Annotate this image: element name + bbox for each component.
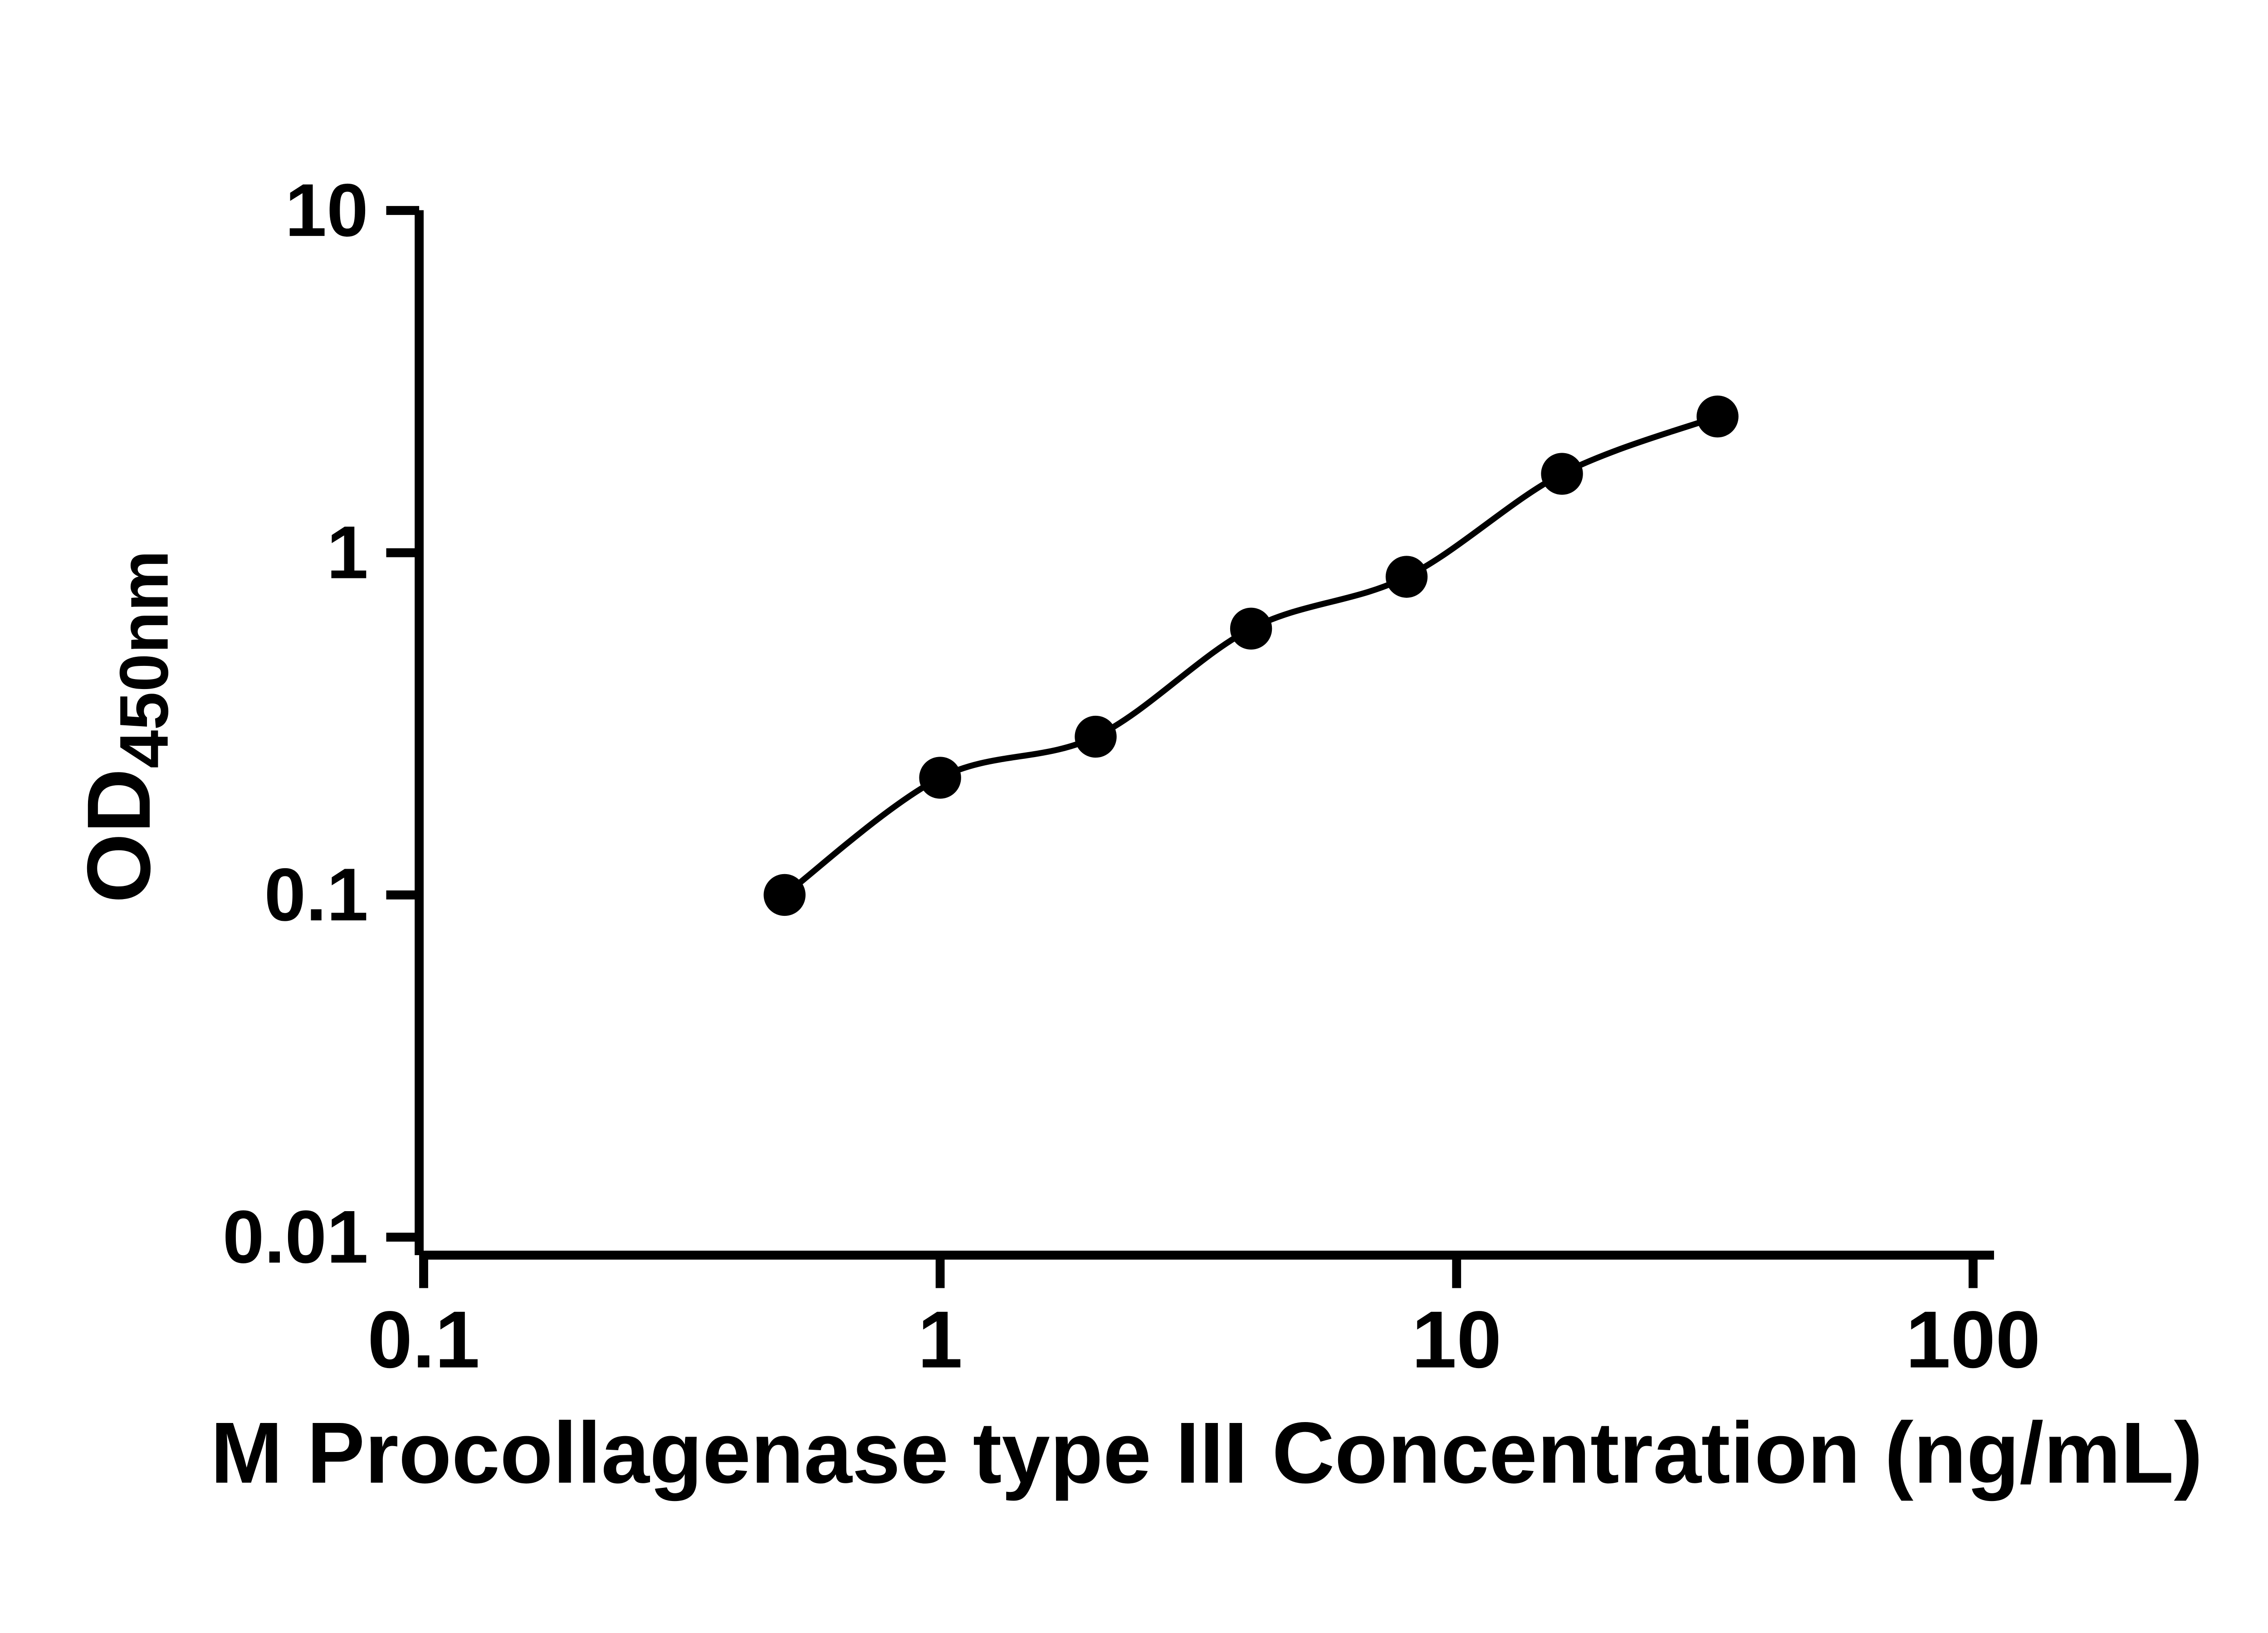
data-points [763, 395, 1739, 916]
data-point [1075, 715, 1117, 758]
data-point [1385, 556, 1428, 598]
x-tick-label: 100 [1906, 1295, 2040, 1385]
x-tick-label: 0.1 [367, 1295, 480, 1385]
x-tick-label: 1 [918, 1295, 963, 1385]
data-point [763, 874, 806, 916]
y-ticks: 0.01 0.1 1 10 [223, 168, 420, 1278]
y-tick-label: 10 [285, 168, 368, 252]
y-tick-label: 0.1 [264, 853, 368, 936]
x-axis-title: M Procollagenase type III Concentration … [210, 1404, 2203, 1501]
data-point [1696, 395, 1739, 438]
x-tick-label: 10 [1412, 1295, 1501, 1385]
y-tick-label: 1 [327, 511, 368, 594]
y-tick-label: 0.01 [223, 1195, 368, 1278]
y-axis-title: OD450nm [68, 550, 183, 903]
x-ticks: 0.1 1 10 100 [367, 1255, 2040, 1385]
data-point [919, 757, 961, 799]
data-point [1541, 453, 1583, 495]
axes [415, 210, 1994, 1260]
fit-curve [782, 413, 1719, 898]
data-point [1230, 607, 1272, 650]
